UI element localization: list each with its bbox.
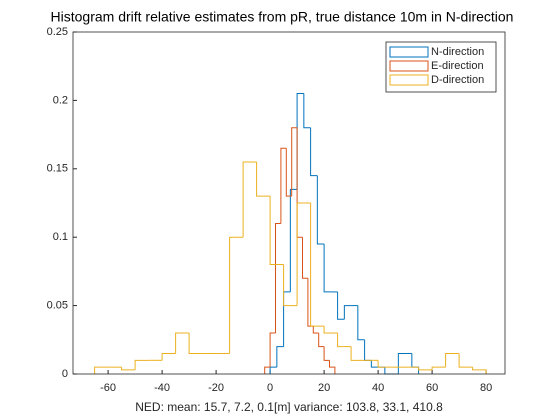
histogram-bin (280, 147, 287, 224)
histogram-bin (134, 359, 149, 370)
histogram-bin (323, 326, 338, 334)
histogram-bin (275, 223, 281, 333)
y-tick-label: 0.05 (47, 300, 68, 312)
histogram-bin (445, 352, 460, 368)
y-tick-label: 0.25 (47, 26, 68, 38)
x-tick-label: 20 (318, 382, 330, 394)
histogram-bin (431, 366, 446, 370)
legend-label: E-direction (431, 60, 484, 72)
histogram-bin (323, 346, 330, 361)
histogram-bin (94, 366, 109, 374)
y-tick-label: 0.15 (47, 163, 68, 175)
histogram-bin (303, 93, 311, 129)
legend-swatch (389, 60, 429, 72)
histogram-bin (264, 366, 271, 374)
x-tick-label: 0 (267, 382, 273, 394)
histogram-bin (329, 360, 336, 374)
x-axis-label: NED: mean: 15.7, 7.2, 0.1[m] variance: 1… (135, 400, 443, 414)
histogram-bin (337, 332, 352, 348)
histogram-bin (472, 367, 487, 374)
chart-title: Histogram drift relative estimates from … (51, 9, 514, 25)
histogram-series (94, 161, 487, 374)
histogram-bin (242, 161, 257, 238)
histogram-bin (312, 326, 319, 334)
x-tick-label: -40 (154, 382, 170, 394)
x-tick-label: 60 (426, 382, 438, 394)
y-tick-label: 0.2 (53, 94, 68, 106)
legend-swatch (389, 74, 429, 86)
histogram-bin (289, 188, 298, 292)
y-tick-label: 0 (62, 368, 68, 380)
histogram-bin (269, 332, 276, 368)
x-tick-label: 80 (480, 382, 492, 394)
histogram-bin (370, 360, 379, 368)
histogram-bin (256, 161, 271, 197)
histogram-bin (269, 196, 284, 266)
histogram-bin (458, 353, 473, 368)
histogram-bin (310, 203, 325, 327)
histogram-bin (377, 360, 392, 368)
histogram-bin (121, 367, 136, 371)
histogram-series (264, 127, 336, 374)
histogram-bin (283, 264, 298, 307)
histogram-bin (302, 237, 308, 279)
histogram-bin (357, 305, 365, 341)
histogram-bin (229, 236, 244, 354)
axes-box (72, 31, 506, 375)
x-tick-label: -20 (208, 382, 224, 394)
histogram-bin (418, 367, 433, 371)
legend-label: D-direction (431, 74, 484, 86)
histogram-bin (161, 352, 176, 361)
histogram-bin (323, 244, 331, 293)
histogram-bin (291, 127, 298, 197)
histogram-bin (350, 346, 365, 361)
legend-swatch (389, 46, 429, 58)
histogram-bin (276, 346, 284, 368)
histogram-bin (175, 332, 190, 354)
histogram-bin (310, 127, 318, 177)
histogram-bin (316, 175, 325, 245)
y-tick-label: 0.1 (53, 231, 68, 243)
histogram-bin (285, 148, 292, 197)
histogram-bin (343, 305, 352, 320)
legend-label: N-direction (431, 46, 484, 58)
histogram-bin (337, 291, 345, 320)
x-tick-label: 40 (372, 382, 384, 394)
histogram-bin (296, 202, 311, 306)
histogram-bin (188, 332, 203, 354)
histogram-bin (318, 332, 325, 348)
x-tick-label: -60 (100, 382, 116, 394)
